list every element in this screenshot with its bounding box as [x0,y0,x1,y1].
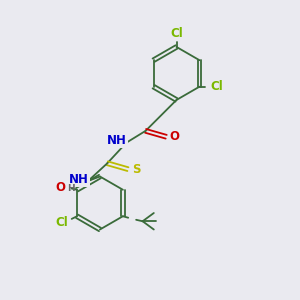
Text: Cl: Cl [170,27,183,40]
Text: H: H [68,184,75,194]
Text: S: S [132,163,140,176]
Text: O: O [169,130,179,143]
Text: NH: NH [107,134,127,147]
Text: O: O [56,181,65,194]
Text: Cl: Cl [211,80,224,93]
Text: Cl: Cl [55,216,68,229]
Text: NH: NH [69,173,89,186]
